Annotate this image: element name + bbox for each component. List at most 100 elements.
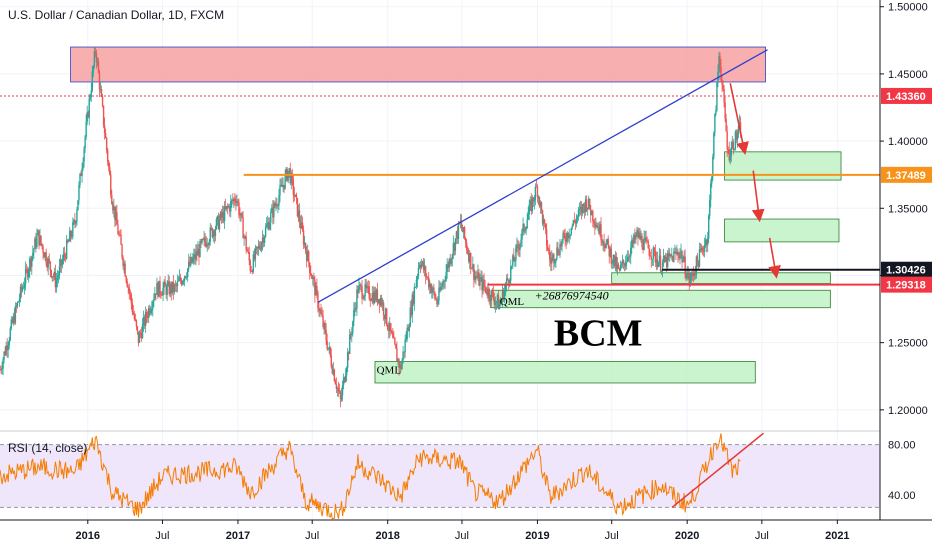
- candle-body: [383, 314, 386, 320]
- y-tick-label: 1.45000: [888, 69, 928, 81]
- candle-body: [112, 203, 114, 211]
- candle-body: [456, 231, 459, 239]
- candle-body: [731, 141, 734, 148]
- candle-body: [15, 306, 18, 307]
- candle-body: [612, 254, 615, 263]
- candle-body: [274, 203, 276, 207]
- candle-body: [527, 214, 529, 220]
- y-tick-label: 1.20000: [888, 405, 928, 417]
- candle-body: [705, 239, 708, 246]
- candle-body: [366, 285, 368, 289]
- candle-body: [497, 295, 500, 310]
- candle-body: [601, 240, 603, 243]
- candle-body: [85, 121, 87, 137]
- candle-body: [619, 265, 622, 271]
- candle-body: [684, 256, 686, 276]
- candle-body: [127, 286, 129, 288]
- candle-body: [82, 161, 84, 169]
- candle-body: [170, 284, 172, 293]
- rsi-tick-label: 80.00: [888, 440, 916, 452]
- candle-body: [297, 210, 300, 217]
- candle-body: [10, 319, 12, 329]
- candle-body: [312, 277, 314, 279]
- candle-body: [117, 224, 119, 235]
- candle-body: [572, 220, 575, 226]
- candle-body: [37, 230, 39, 236]
- candle-body: [480, 277, 482, 279]
- candle-body: [739, 122, 742, 134]
- candle-body: [646, 240, 648, 242]
- candle-body: [569, 234, 571, 236]
- candle-body: [317, 292, 319, 309]
- candle-body: [310, 272, 312, 276]
- candle-body: [154, 293, 156, 300]
- candle-body: [725, 118, 727, 132]
- candle-body: [216, 215, 219, 220]
- candle-body: [391, 331, 393, 334]
- candle-body: [237, 200, 239, 203]
- candle-body: [375, 289, 378, 301]
- candle-body: [566, 232, 568, 243]
- candle-body: [452, 243, 455, 255]
- candle-body: [594, 223, 596, 227]
- candle-body: [71, 236, 73, 238]
- candle-body: [461, 227, 464, 233]
- candle-body: [45, 252, 47, 264]
- candle-body: [92, 66, 95, 72]
- candle-body: [103, 125, 106, 134]
- candle-body: [77, 200, 79, 211]
- candle-body: [63, 253, 66, 256]
- candle-body: [553, 254, 555, 264]
- candle-body: [301, 222, 304, 231]
- candle-body: [501, 290, 504, 300]
- demand-zone: [611, 272, 831, 284]
- x-tick-label: Jul: [755, 530, 769, 542]
- candle-body: [720, 66, 722, 81]
- candle-body: [115, 212, 117, 221]
- candle-body: [407, 327, 409, 332]
- candle-body: [488, 288, 490, 299]
- candle-body: [451, 254, 454, 260]
- candle-body: [100, 89, 103, 97]
- candle-body: [84, 136, 86, 148]
- candle-body: [83, 147, 85, 162]
- candle-body: [454, 238, 457, 251]
- candle-body: [295, 194, 298, 199]
- candle-body: [184, 276, 187, 278]
- candle-body: [610, 248, 612, 264]
- candle-body: [422, 261, 425, 271]
- candle-body: [715, 110, 717, 115]
- candle-body: [384, 308, 387, 320]
- candle-body: [416, 275, 419, 281]
- candle-body: [591, 210, 593, 216]
- candle-body: [259, 248, 262, 250]
- candle-body: [463, 227, 466, 239]
- candle-body: [94, 51, 97, 53]
- candle-body: [493, 299, 496, 305]
- candle-body: [581, 204, 584, 213]
- candle-body: [516, 244, 518, 247]
- candle-body: [621, 260, 624, 265]
- candle-body: [562, 232, 564, 240]
- candle-body: [400, 364, 402, 370]
- candle-body: [574, 221, 577, 224]
- arrow: [751, 170, 765, 223]
- candle-body: [529, 200, 531, 205]
- candle-body: [81, 168, 83, 176]
- candle-body: [653, 247, 656, 251]
- candle-body: [476, 277, 478, 279]
- candle-body: [643, 238, 645, 250]
- candle-body: [329, 346, 331, 356]
- candle-body: [415, 280, 418, 288]
- candle-body: [521, 229, 523, 240]
- candle-body: [417, 267, 420, 276]
- candle-body: [691, 272, 694, 274]
- x-tick-label: Jul: [455, 530, 469, 542]
- candle-body: [425, 276, 428, 278]
- candle-body: [446, 264, 448, 272]
- candle-body: [229, 206, 231, 212]
- candle-body: [17, 301, 20, 303]
- candle-body: [240, 213, 242, 216]
- candle-body: [7, 345, 9, 351]
